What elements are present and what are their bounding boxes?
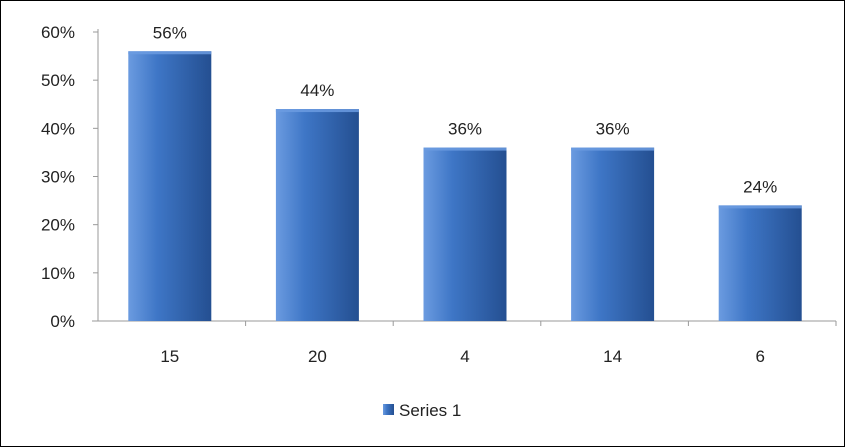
y-tick-label: 20% <box>41 216 75 235</box>
legend-label-series-1: Series 1 <box>399 401 461 420</box>
x-tick-label-20: 20 <box>308 347 327 366</box>
x-tick-label-4: 4 <box>460 347 469 366</box>
bar-4 <box>423 147 507 321</box>
data-label-14: 36% <box>596 120 630 139</box>
bar-cap-4 <box>423 147 507 151</box>
y-tick-label: 0% <box>50 312 75 331</box>
bar-20 <box>275 109 359 321</box>
y-tick-label: 10% <box>41 264 75 283</box>
y-tick-label: 30% <box>41 168 75 187</box>
plot-area: 0% 10% 20% 30% 40% 50% 60% 56% 15 44% 20 36% 4 36% 14 2… <box>41 23 837 366</box>
bar-14 <box>571 147 655 321</box>
x-tick-label-14: 14 <box>603 347 622 366</box>
x-tick-label-6: 6 <box>755 347 764 366</box>
y-tick-label: 60% <box>41 23 75 42</box>
bar-15 <box>128 51 212 322</box>
data-label-20: 44% <box>300 81 334 100</box>
data-label-15: 56% <box>153 23 187 42</box>
legend-swatch-series-1 <box>383 404 394 415</box>
bar-6 <box>718 205 802 321</box>
legend: Series 1 <box>383 401 461 420</box>
data-label-4: 36% <box>448 120 482 139</box>
bar-cap-15 <box>128 51 212 55</box>
bar-cap-20 <box>275 109 359 113</box>
data-label-6: 24% <box>743 177 777 196</box>
bar-cap-14 <box>571 147 655 151</box>
y-tick-label: 50% <box>41 71 75 90</box>
x-tick-label-15: 15 <box>160 347 179 366</box>
y-tick-label: 40% <box>41 119 75 138</box>
bar-cap-6 <box>718 205 802 209</box>
